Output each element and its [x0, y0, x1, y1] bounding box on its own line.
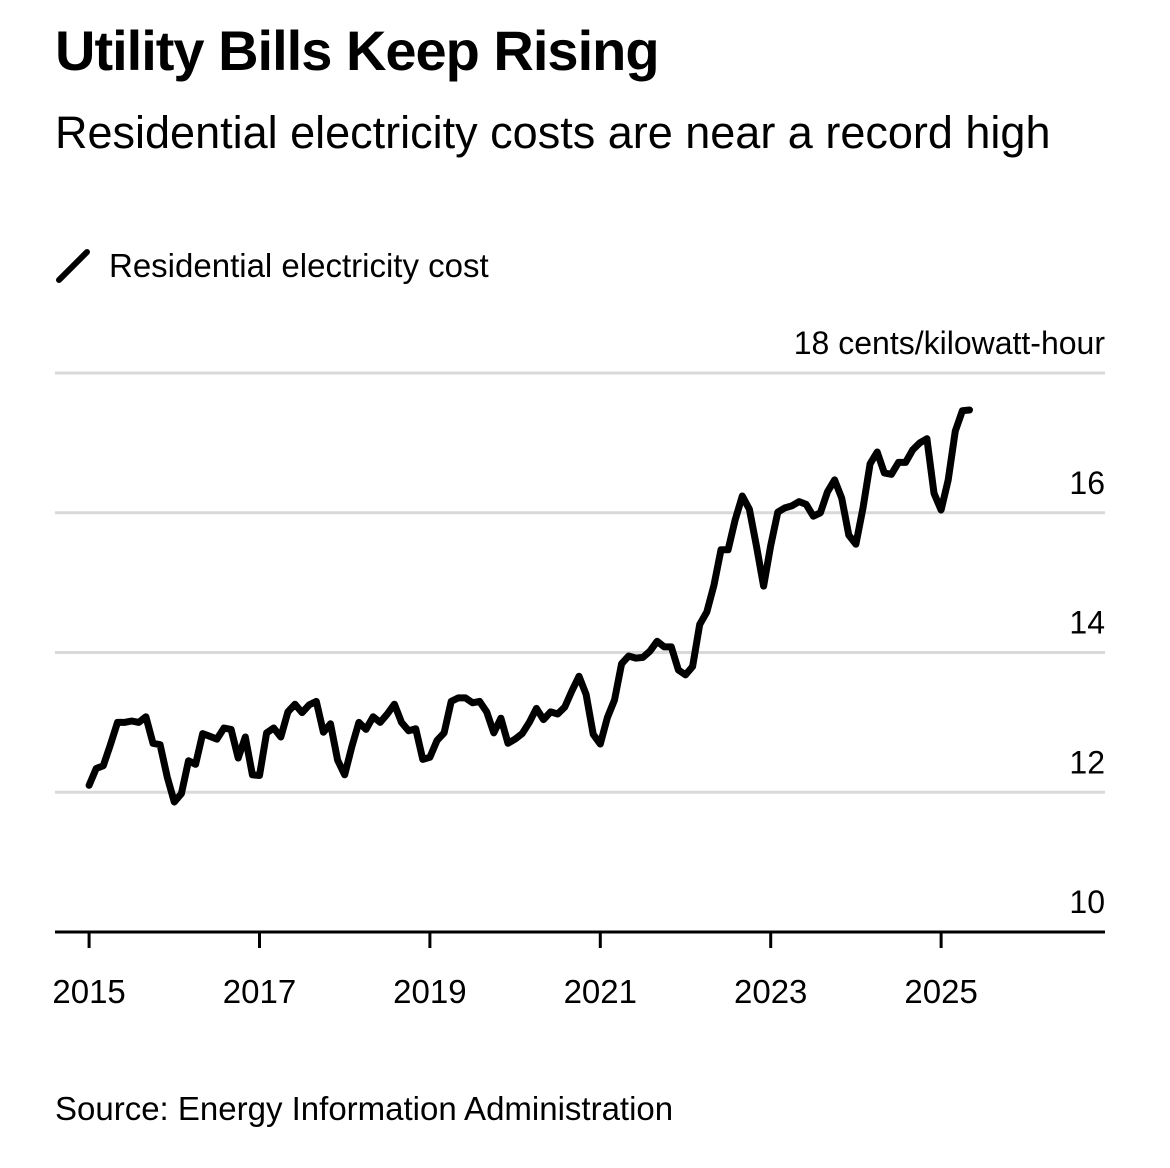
y-tick-label-16: 16: [1069, 465, 1105, 501]
x-tick-label-2023: 2023: [734, 973, 807, 1010]
y-tick-label-10: 10: [1069, 884, 1105, 920]
x-tick-label-2019: 2019: [393, 973, 466, 1010]
chart-subtitle: Residential electricity costs are near a…: [55, 107, 1051, 158]
y-tick-label-14: 14: [1069, 605, 1105, 641]
legend-line-icon: [56, 249, 90, 283]
chart-title: Utility Bills Keep Rising: [55, 19, 660, 82]
source-note: Source: Energy Information Administratio…: [55, 1090, 674, 1127]
x-axis: 2015 2017 2019 2021 2023 2025: [52, 930, 1105, 1010]
grid-lines: [55, 371, 1105, 794]
legend-label: Residential electricity cost: [109, 247, 489, 284]
series-line-0: [85, 406, 973, 806]
x-tick-label-2025: 2025: [904, 973, 977, 1010]
x-tick-label-2015: 2015: [52, 973, 125, 1010]
series-layer: [85, 406, 973, 806]
line-chart: 2015 2017 2019 2021 2023 2025 10 12 14 16 18 cent…: [52, 325, 1106, 1010]
y-tick-label-12: 12: [1069, 744, 1105, 780]
legend: Residential electricity cost: [55, 246, 489, 286]
y-axis-labels: 10 12 14 16 18 cents/kilowatt-hour: [794, 325, 1106, 920]
y-tick-label-18: 18 cents/kilowatt-hour: [794, 325, 1106, 361]
x-tick-label-2021: 2021: [564, 973, 637, 1010]
x-tick-label-2017: 2017: [223, 973, 296, 1010]
